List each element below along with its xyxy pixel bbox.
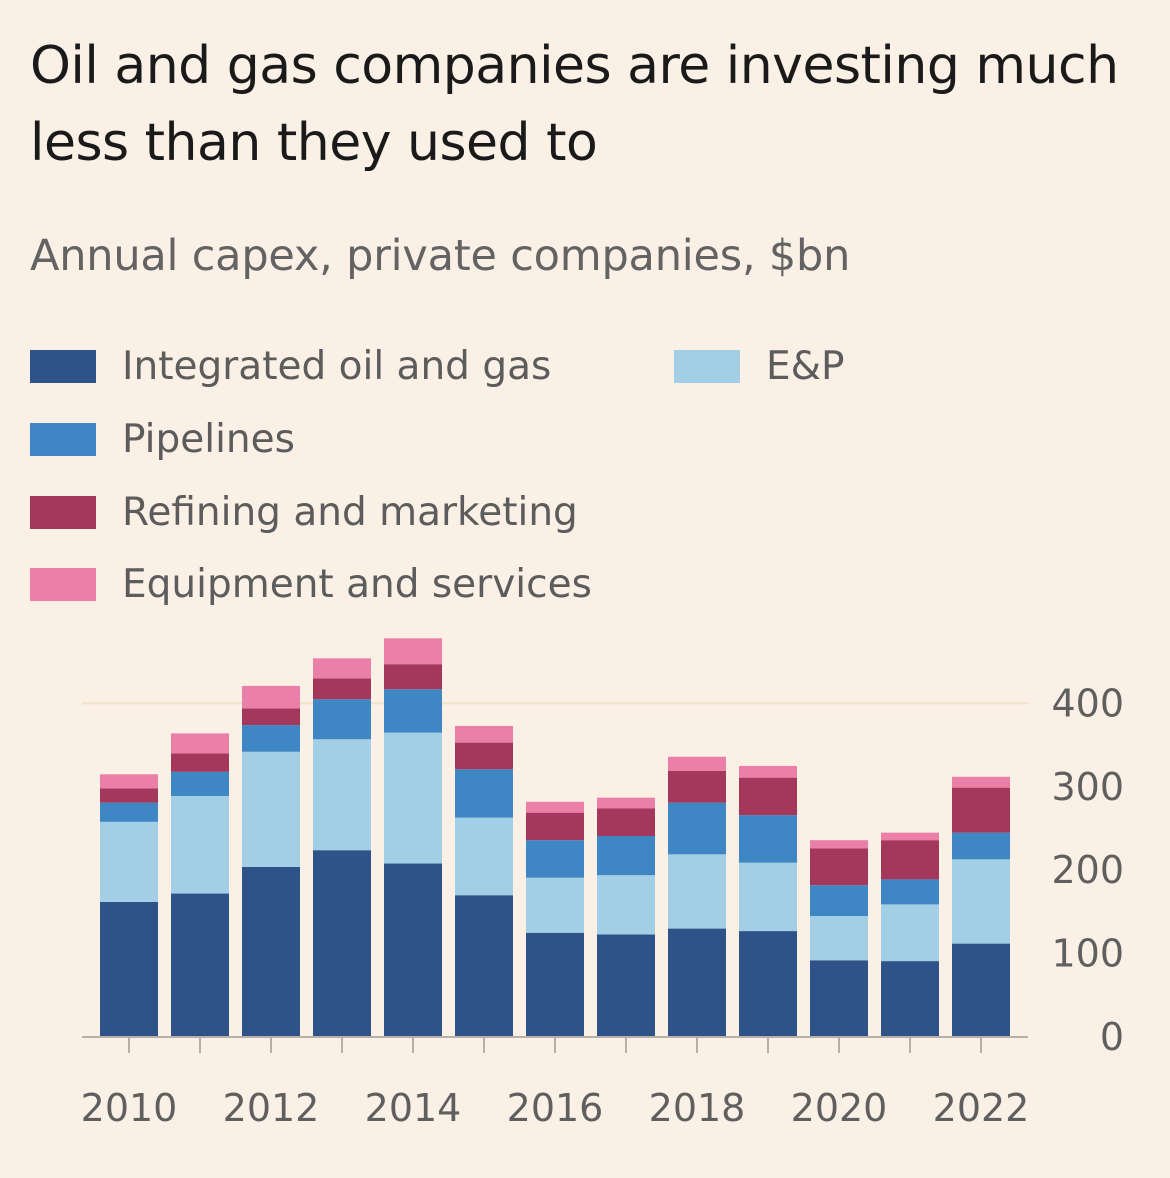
- bar-segment-2021-integrated-oil-and-gas: [881, 961, 939, 1037]
- bar-segment-2010-refining-and-marketing: [100, 788, 158, 803]
- bar-segment-2022-refining-and-marketing: [952, 787, 1010, 833]
- bar-segment-2010-integrated-oil-and-gas: [100, 901, 158, 1037]
- bar-segment-2016-refining-and-marketing: [526, 812, 584, 841]
- bar-segment-2015-refining-and-marketing: [455, 742, 513, 770]
- bar-segment-2012-integrated-oil-and-gas: [242, 866, 300, 1037]
- bar-segment-2018-integrated-oil-and-gas: [668, 928, 726, 1037]
- bar-segment-2018-e-p: [668, 854, 726, 929]
- bar-segment-2020-pipelines: [810, 885, 868, 917]
- bar-segment-2015-equipment-and-services: [455, 725, 513, 743]
- x-tick-label-2012: 2012: [223, 1086, 320, 1130]
- legend-label-pipelines: Pipelines: [122, 416, 295, 462]
- bar-segment-2016-equipment-and-services: [526, 801, 584, 813]
- bar-segment-2016-pipelines: [526, 840, 584, 878]
- bar-segment-2010-pipelines: [100, 802, 158, 822]
- x-tick-label-2018: 2018: [649, 1086, 746, 1130]
- legend-item-refining: Refining and marketing: [30, 489, 578, 535]
- bar-segment-2013-e-p: [313, 739, 371, 851]
- bar-segment-2022-equipment-and-services: [952, 776, 1010, 788]
- y-tick-label-300: 300: [1051, 765, 1124, 809]
- bar-segment-2020-refining-and-marketing: [810, 848, 868, 886]
- bar-segment-2010-e-p: [100, 821, 158, 902]
- chart-subtitle: Annual capex, private companies, $bn: [30, 231, 851, 281]
- bar-segment-2011-equipment-and-services: [171, 733, 229, 754]
- y-tick-label-400: 400: [1051, 681, 1124, 725]
- legend-item-ep: E&P: [674, 343, 845, 389]
- legend-label-equipment: Equipment and services: [122, 561, 592, 607]
- bar-segment-2013-refining-and-marketing: [313, 678, 371, 700]
- bar-segment-2022-integrated-oil-and-gas: [952, 943, 1010, 1037]
- bar-segment-2012-equipment-and-services: [242, 685, 300, 709]
- bar-segment-2016-integrated-oil-and-gas: [526, 932, 584, 1037]
- bar-segment-2019-equipment-and-services: [739, 765, 797, 778]
- bar-segment-2015-e-p: [455, 817, 513, 896]
- bar-segment-2018-equipment-and-services: [668, 756, 726, 771]
- legend-swatch-equipment: [30, 567, 96, 601]
- bar-segment-2021-equipment-and-services: [881, 832, 939, 841]
- y-tick-label-0: 0: [1100, 1015, 1124, 1059]
- y-tick-label-100: 100: [1051, 932, 1124, 976]
- bar-segment-2019-e-p: [739, 862, 797, 932]
- bar-segment-2013-equipment-and-services: [313, 658, 371, 679]
- legend-item-integrated: Integrated oil and gas: [30, 343, 552, 389]
- bar-segment-2019-integrated-oil-and-gas: [739, 931, 797, 1037]
- legend-item-equipment: Equipment and services: [30, 561, 592, 607]
- x-tick-label-2016: 2016: [507, 1086, 604, 1130]
- bar-segment-2015-integrated-oil-and-gas: [455, 895, 513, 1037]
- bar-segment-2014-e-p: [384, 732, 442, 864]
- bar-segment-2011-e-p: [171, 795, 229, 894]
- chart-title: Oil and gas companies are investing much…: [30, 36, 1119, 173]
- bar-segment-2017-refining-and-marketing: [597, 808, 655, 837]
- bar-segment-2021-e-p: [881, 904, 939, 962]
- bar-segment-2017-equipment-and-services: [597, 797, 655, 809]
- bar-segment-2019-refining-and-marketing: [739, 777, 797, 816]
- bar-segment-2017-pipelines: [597, 836, 655, 876]
- bar-segment-2022-e-p: [952, 859, 1010, 944]
- bar-segment-2019-pipelines: [739, 815, 797, 863]
- x-tick-label-2022: 2022: [933, 1086, 1030, 1130]
- bar-segment-2012-pipelines: [242, 725, 300, 752]
- bar-segment-2021-refining-and-marketing: [881, 840, 939, 880]
- legend-item-pipelines: Pipelines: [30, 416, 295, 462]
- bar-segment-2013-pipelines: [313, 699, 371, 740]
- bar-segment-2014-refining-and-marketing: [384, 664, 442, 690]
- legend-swatch-pipelines: [30, 422, 96, 456]
- bar-segment-2012-refining-and-marketing: [242, 708, 300, 726]
- legend-label-ep: E&P: [766, 343, 845, 389]
- bar-segment-2011-integrated-oil-and-gas: [171, 893, 229, 1037]
- bar-segment-2021-pipelines: [881, 879, 939, 905]
- x-tick-label-2014: 2014: [365, 1086, 462, 1130]
- bar-segment-2020-equipment-and-services: [810, 840, 868, 849]
- legend-label-integrated: Integrated oil and gas: [122, 343, 552, 389]
- bar-segment-2013-integrated-oil-and-gas: [313, 850, 371, 1037]
- bar-segment-2011-refining-and-marketing: [171, 753, 229, 772]
- legend-swatch-integrated: [30, 349, 96, 383]
- legend-swatch-refining: [30, 495, 96, 529]
- bar-segment-2017-integrated-oil-and-gas: [597, 934, 655, 1037]
- bar-segment-2016-e-p: [526, 877, 584, 933]
- legend-label-refining: Refining and marketing: [122, 489, 578, 535]
- bar-segment-2011-pipelines: [171, 771, 229, 796]
- bar-segment-2018-pipelines: [668, 802, 726, 855]
- bar-segment-2014-equipment-and-services: [384, 638, 442, 665]
- x-tick-label-2010: 2010: [81, 1086, 178, 1130]
- bar-segment-2020-e-p: [810, 916, 868, 961]
- bar-segment-2010-equipment-and-services: [100, 774, 158, 789]
- bar-segment-2018-refining-and-marketing: [668, 770, 726, 803]
- bar-segment-2014-pipelines: [384, 689, 442, 733]
- bar-segment-2022-pipelines: [952, 832, 1010, 860]
- bar-segment-2015-pipelines: [455, 769, 513, 818]
- bar-segment-2020-integrated-oil-and-gas: [810, 960, 868, 1037]
- x-tick-label-2020: 2020: [791, 1086, 888, 1130]
- legend-swatch-ep: [674, 349, 740, 383]
- bar-segment-2017-e-p: [597, 875, 655, 935]
- bar-segment-2012-e-p: [242, 751, 300, 867]
- bar-segment-2014-integrated-oil-and-gas: [384, 863, 442, 1037]
- y-tick-label-200: 200: [1051, 848, 1124, 892]
